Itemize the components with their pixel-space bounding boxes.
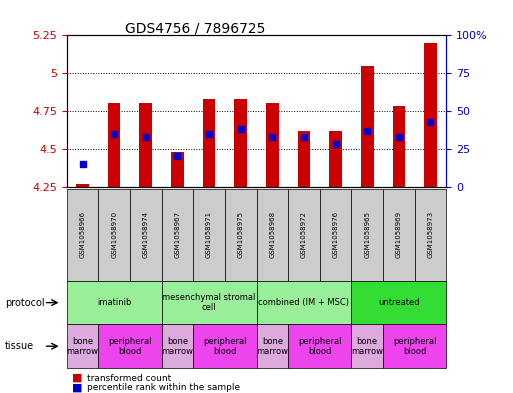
Text: GSM1058970: GSM1058970 [111, 211, 117, 258]
Bar [392, 107, 405, 187]
Text: ■: ■ [72, 383, 82, 393]
Bar [361, 66, 373, 187]
Text: GSM1058971: GSM1058971 [206, 211, 212, 258]
Text: tissue: tissue [5, 341, 34, 351]
Text: mesenchymal stromal
cell: mesenchymal stromal cell [162, 293, 256, 312]
Text: combined (IM + MSC): combined (IM + MSC) [259, 298, 349, 307]
Text: imatinib: imatinib [97, 298, 131, 307]
Text: GSM1058972: GSM1058972 [301, 211, 307, 258]
Text: peripheral
blood: peripheral blood [203, 336, 247, 356]
Text: untreated: untreated [378, 298, 420, 307]
Bar [329, 131, 342, 187]
Text: GSM1058966: GSM1058966 [80, 211, 86, 258]
Bar [171, 152, 184, 187]
Text: peripheral
blood: peripheral blood [393, 336, 437, 356]
Text: GSM1058975: GSM1058975 [238, 211, 244, 258]
Text: percentile rank within the sample: percentile rank within the sample [87, 384, 240, 392]
Bar [234, 99, 247, 187]
Text: peripheral
blood: peripheral blood [108, 336, 152, 356]
Bar [76, 184, 89, 187]
Text: GSM1058969: GSM1058969 [396, 211, 402, 258]
Bar [266, 103, 279, 187]
Bar [203, 99, 215, 187]
Bar [298, 131, 310, 187]
Text: GSM1058973: GSM1058973 [427, 211, 433, 258]
Text: GSM1058974: GSM1058974 [143, 211, 149, 258]
Text: GDS4756 / 7896725: GDS4756 / 7896725 [125, 22, 265, 36]
Text: bone
marrow: bone marrow [67, 336, 98, 356]
Text: bone
marrow: bone marrow [162, 336, 193, 356]
Text: transformed count: transformed count [87, 374, 171, 382]
Text: GSM1058965: GSM1058965 [364, 211, 370, 258]
Text: ■: ■ [72, 373, 82, 383]
Bar [108, 103, 121, 187]
Bar [140, 103, 152, 187]
Text: protocol: protocol [5, 298, 45, 308]
Text: GSM1058967: GSM1058967 [174, 211, 181, 258]
Bar [424, 43, 437, 187]
Text: GSM1058968: GSM1058968 [269, 211, 275, 258]
Text: bone
marrow: bone marrow [256, 336, 288, 356]
Text: GSM1058976: GSM1058976 [332, 211, 339, 258]
Text: peripheral
blood: peripheral blood [298, 336, 342, 356]
Text: bone
marrow: bone marrow [351, 336, 383, 356]
